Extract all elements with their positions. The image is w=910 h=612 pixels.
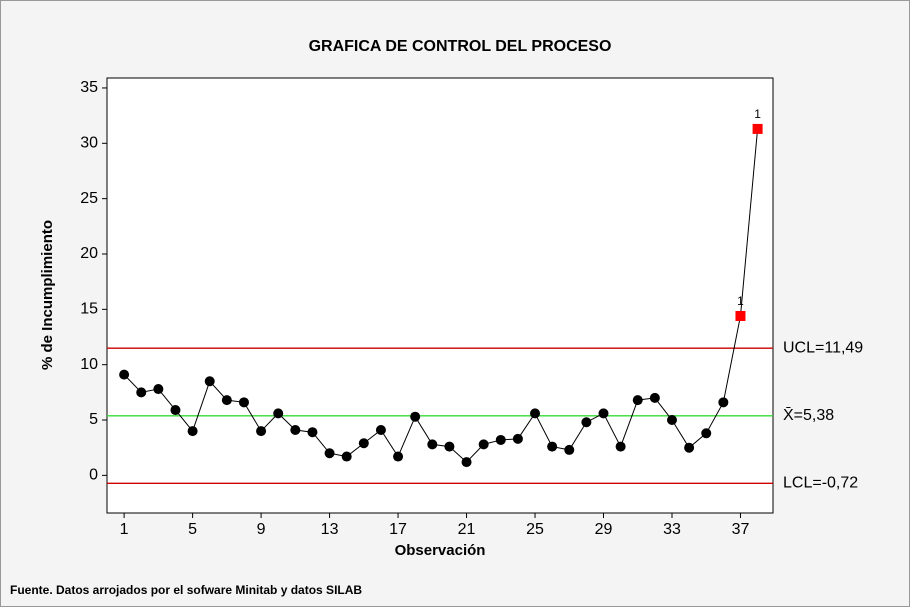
x-tick-label: 25	[526, 521, 544, 538]
y-tick-label: 15	[80, 301, 98, 318]
control-line-label: X̄=5,38	[783, 407, 834, 424]
data-point	[238, 397, 249, 408]
y-tick-label: 5	[89, 411, 98, 428]
data-point	[701, 428, 712, 439]
data-point	[512, 433, 523, 444]
y-tick-label: 35	[80, 79, 98, 96]
x-axis-label: Observación	[395, 542, 486, 559]
data-point	[649, 392, 660, 403]
x-tick-label: 5	[188, 521, 197, 538]
y-tick-label: 10	[80, 356, 98, 373]
data-point	[290, 424, 301, 435]
x-tick-label: 1	[120, 521, 129, 538]
x-tick-label: 9	[257, 521, 266, 538]
data-point	[358, 438, 369, 449]
data-point	[341, 451, 352, 462]
data-point	[478, 439, 489, 450]
data-point	[666, 415, 677, 426]
data-point	[427, 439, 438, 450]
flagged-point	[752, 123, 763, 134]
data-point	[221, 395, 232, 406]
x-tick-label: 17	[389, 521, 407, 538]
data-point	[547, 441, 558, 452]
data-point	[444, 441, 455, 452]
data-point	[530, 408, 541, 419]
y-axis-label: % de Incumplimiento	[39, 220, 56, 370]
data-point	[598, 408, 609, 419]
data-point	[718, 397, 729, 408]
data-point	[256, 426, 267, 437]
data-point	[273, 408, 284, 419]
data-point	[307, 427, 318, 438]
y-tick-label: 0	[89, 467, 98, 484]
data-point	[581, 417, 592, 428]
x-tick-label: 21	[458, 521, 476, 538]
y-tick-label: 20	[80, 245, 98, 262]
data-point	[204, 376, 215, 387]
x-tick-label: 33	[663, 521, 681, 538]
data-point	[615, 441, 626, 452]
data-point	[119, 369, 130, 380]
point-flag-label: 1	[737, 294, 744, 308]
data-point	[684, 442, 695, 453]
footnote: Fuente. Datos arrojados por el sofware M…	[10, 583, 362, 597]
data-point	[153, 384, 164, 395]
data-point	[393, 451, 404, 462]
data-point	[495, 434, 506, 445]
data-point	[170, 405, 181, 416]
x-tick-label: 37	[732, 521, 750, 538]
chart-title: GRAFICA DE CONTROL DEL PROCESO	[309, 38, 612, 55]
data-point	[324, 448, 335, 459]
x-tick-label: 13	[321, 521, 339, 538]
x-tick-label: 29	[595, 521, 613, 538]
control-line-label: LCL=-0,72	[783, 475, 858, 492]
data-point	[187, 426, 198, 437]
data-point	[564, 444, 575, 455]
data-point	[632, 395, 643, 406]
control-line-label: UCL=11,49	[783, 339, 863, 356]
y-tick-label: 30	[80, 135, 98, 152]
data-point	[136, 387, 147, 398]
data-point	[410, 411, 421, 422]
flagged-point	[735, 310, 746, 321]
y-tick-label: 25	[80, 190, 98, 207]
data-point	[461, 457, 472, 468]
point-flag-label: 1	[754, 107, 761, 121]
data-point	[375, 424, 386, 435]
plot-area	[106, 77, 774, 514]
